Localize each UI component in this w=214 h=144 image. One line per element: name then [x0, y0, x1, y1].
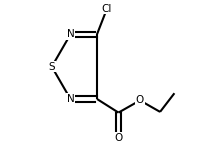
- Text: Cl: Cl: [102, 4, 112, 14]
- Text: O: O: [114, 133, 123, 143]
- Text: N: N: [67, 94, 74, 104]
- Text: O: O: [136, 95, 144, 105]
- Text: S: S: [48, 62, 55, 72]
- Text: N: N: [67, 29, 74, 39]
